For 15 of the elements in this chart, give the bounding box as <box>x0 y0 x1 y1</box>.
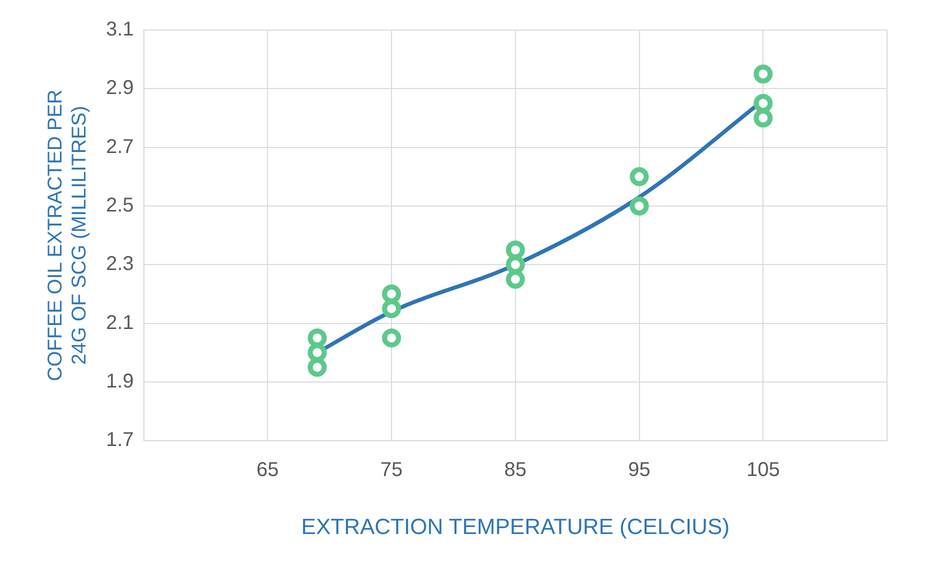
x-tick-label: 65 <box>256 459 279 482</box>
x-axis-title: EXTRACTION TEMPERATURE (CELCIUS) <box>301 514 730 539</box>
y-tick-label: 3.1 <box>106 18 134 41</box>
x-tick-label: 75 <box>380 459 403 482</box>
y-tick-label: 2.9 <box>106 77 134 100</box>
y-axis-title: COFFEE OIL EXTRACTED PER 24G OF SCG (MILLILITRES) <box>44 90 91 382</box>
x-tick-label: 105 <box>746 459 780 482</box>
y-tick-label: 1.9 <box>106 370 134 392</box>
y-tick-label: 1.7 <box>106 429 134 452</box>
x-tick-label: 85 <box>504 459 527 482</box>
y-tick-label: 2.7 <box>106 136 134 158</box>
y-tick-label: 2.1 <box>106 312 134 334</box>
x-tick-label: 95 <box>628 459 650 482</box>
y-tick-label: 2.3 <box>106 253 134 276</box>
y-tick-label: 2.5 <box>106 194 134 216</box>
